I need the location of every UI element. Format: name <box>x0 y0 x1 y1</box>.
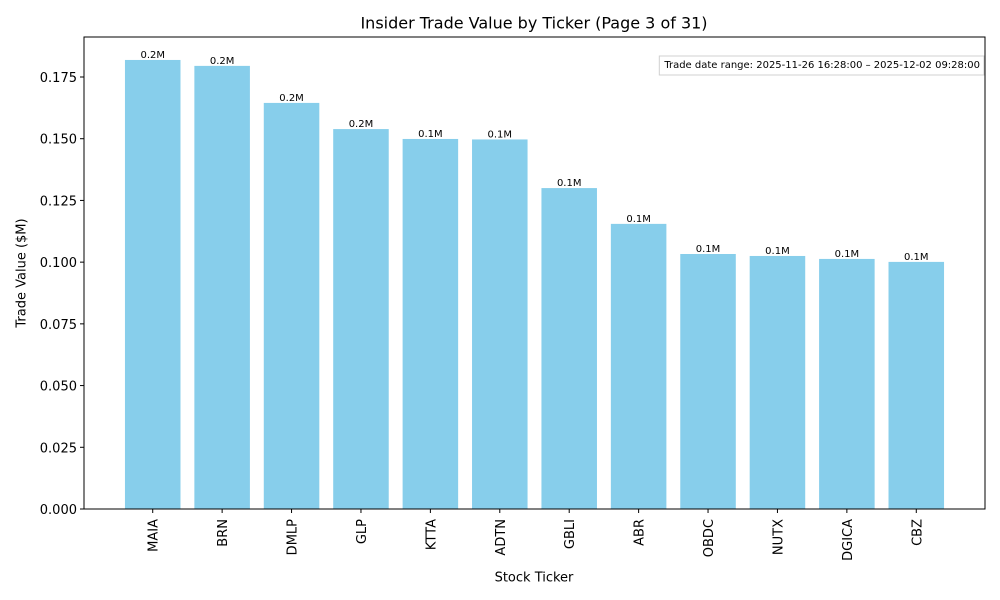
x-tick-label: KTTA <box>424 519 439 550</box>
y-tick-label: 0.000 <box>40 503 77 518</box>
y-tick-label: 0.150 <box>40 133 77 148</box>
y-tick-label: 0.025 <box>40 441 77 456</box>
y-tick-label: 0.175 <box>40 71 77 86</box>
bar <box>749 255 806 509</box>
value-label: 0.1M <box>696 244 721 255</box>
value-label: 0.1M <box>904 252 929 263</box>
x-tick-label: BRN <box>216 519 231 547</box>
bar <box>263 102 320 509</box>
axes-frame <box>83 36 986 510</box>
bar <box>680 253 736 509</box>
y-tick-label: 0.075 <box>40 318 77 333</box>
x-tick-label: MAIA <box>147 519 162 552</box>
bar <box>472 139 528 509</box>
bar <box>819 258 875 509</box>
value-label: 0.1M <box>488 129 513 140</box>
value-label: 0.2M <box>349 119 374 130</box>
value-label: 0.2M <box>210 56 235 67</box>
y-tick-label: 0.050 <box>40 380 77 395</box>
value-label: 0.2M <box>140 50 165 61</box>
y-tick-label: 0.125 <box>40 194 77 209</box>
bar <box>333 129 389 509</box>
value-label: 0.2M <box>279 93 304 104</box>
value-label: 0.1M <box>835 249 860 260</box>
x-tick-label: ADTN <box>494 519 509 556</box>
chart-title: Insider Trade Value by Ticker (Page 3 of… <box>360 14 707 33</box>
bar <box>402 138 459 509</box>
bar <box>610 223 667 509</box>
bar <box>541 188 597 509</box>
bar <box>194 65 250 509</box>
x-tick-label: DGICA <box>841 519 856 561</box>
bar <box>124 59 181 509</box>
value-label: 0.1M <box>418 129 443 140</box>
x-tick-label: DMLP <box>286 519 301 555</box>
y-tick-label: 0.100 <box>40 256 77 271</box>
bar <box>888 261 945 509</box>
x-tick-label: CBZ <box>910 519 925 546</box>
x-tick-label: NUTX <box>771 519 786 555</box>
annotation-box <box>658 55 985 76</box>
y-axis-label: Trade Value ($M) <box>15 218 30 328</box>
value-label: 0.1M <box>626 214 651 225</box>
x-tick-label: GLP <box>355 519 370 544</box>
x-tick-label: ABR <box>633 519 648 546</box>
x-axis-label: Stock Ticker <box>495 571 574 586</box>
value-label: 0.1M <box>765 246 790 257</box>
value-label: 0.1M <box>557 178 582 189</box>
annotation: Trade date range: 2025-11-26 16:28:00 – … <box>663 60 980 71</box>
x-tick-label: GBLI <box>563 519 578 549</box>
x-tick-label: OBDC <box>702 519 717 557</box>
